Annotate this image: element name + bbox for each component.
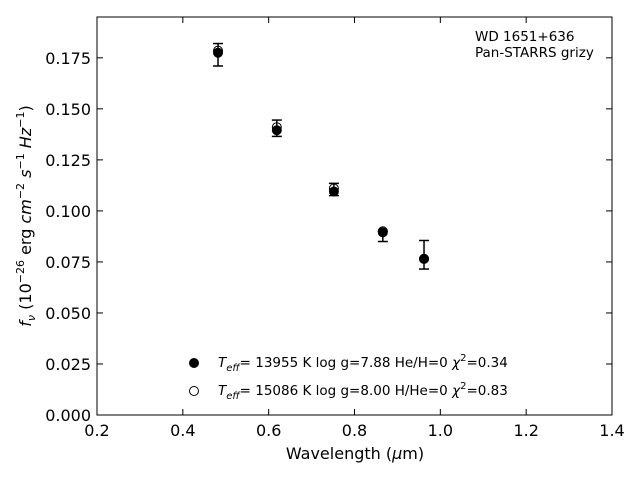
data-layer: [213, 42, 430, 270]
legend-2-main: = 15086 K log g=8.00 H/He=0: [240, 383, 452, 399]
y-tick-label: 0.125: [45, 151, 91, 170]
model-point-filled: [271, 125, 282, 136]
model-point-open: [271, 122, 282, 133]
legend-2-eff: eff: [226, 391, 241, 402]
model-point-open: [419, 253, 430, 264]
x-axis-title-part-2: m): [402, 444, 424, 463]
y-tick-label: 0.175: [45, 49, 91, 68]
legend-1-chi: χ: [451, 355, 461, 371]
legend-2-chi: χ: [451, 383, 461, 399]
annotation-line-2: Pan-STARRS grizy: [475, 45, 594, 61]
x-tick-label: 1.2: [513, 421, 538, 440]
y-tick-label: 0.000: [45, 406, 91, 425]
x-axis-title-part-1: Wavelength (: [286, 444, 392, 463]
legend-1-two: 2: [460, 353, 466, 364]
x-tick-label: 0.2: [84, 421, 109, 440]
y-tick-label: 0.025: [45, 355, 91, 374]
legend-2-t: T: [218, 383, 228, 399]
legend-2-two: 2: [460, 381, 466, 392]
legend-marker-filled: [189, 358, 199, 368]
legend-1-eff: eff: [226, 363, 241, 374]
y-tick-label: 0.075: [45, 253, 91, 272]
x-tick-label: 0.4: [170, 421, 195, 440]
model-point-filled: [328, 186, 339, 197]
legend-label-2: Teff= 15086 K log g=8.00 H/He=0 χ2=0.83: [218, 381, 508, 402]
legend-1-main: = 13955 K log g=7.88 He/H=0: [240, 355, 452, 371]
model-point-filled: [213, 47, 224, 58]
annotation-line-1: WD 1651+636: [475, 29, 574, 45]
legend-1-t: T: [218, 355, 228, 371]
axis-ticks: 0.2 0.4 0.6 0.8 1.0 1.2 1.4 0.000 0.025 0.050 0.07…: [45, 17, 625, 440]
legend-label-1: Teff= 13955 K log g=7.88 He/H=0 χ2=0.34: [218, 353, 508, 374]
legend-marker-open: [189, 386, 199, 396]
x-axis-title: Wavelength (μm): [286, 444, 424, 463]
y-tick-label: 0.100: [45, 202, 91, 221]
y-tick-label: 0.150: [45, 100, 91, 119]
y-tick-label: 0.050: [45, 304, 91, 323]
x-tick-label: 0.6: [256, 421, 281, 440]
legend-2-tail: =0.83: [466, 383, 507, 399]
x-axis-title-mu: μ: [391, 444, 402, 463]
y-axis-title: fν (10−26 erg cm−2 s−1 Hz−1): [14, 105, 38, 326]
x-tick-label: 1.4: [599, 421, 624, 440]
x-tick-label: 0.8: [342, 421, 367, 440]
x-tick-label: 1.0: [428, 421, 453, 440]
model-point-open: [328, 183, 339, 194]
model-point-open: [213, 45, 224, 56]
legend: Teff= 13955 K log g=7.88 He/H=0 χ2=0.34 …: [189, 353, 508, 402]
legend-1-tail: =0.34: [466, 355, 507, 371]
model-point-open: [377, 226, 388, 237]
